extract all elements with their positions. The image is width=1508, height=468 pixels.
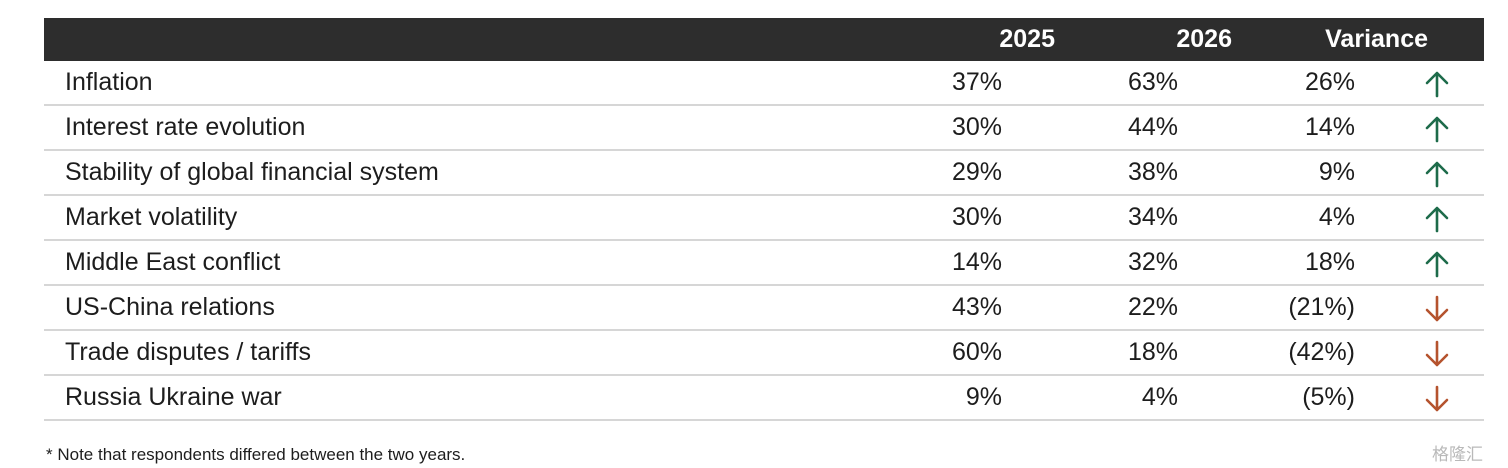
value-2026: 18%: [1127, 338, 1178, 366]
value-variance: 18%: [1304, 248, 1355, 276]
row-label: Trade disputes / tariffs: [65, 338, 311, 366]
arrow-down-icon: [1425, 340, 1449, 367]
value-2026: 38%: [1127, 158, 1178, 186]
value-2025: 60%: [951, 338, 1002, 366]
row-label: Russia Ukraine war: [65, 383, 282, 411]
footnote: * Note that respondents differed between…: [46, 445, 466, 464]
value-2025: 37%: [951, 68, 1002, 96]
value-variance: 26%: [1304, 68, 1355, 96]
value-variance: (5%): [1302, 383, 1355, 411]
arrow-up-icon: [1425, 206, 1449, 233]
table-row: Middle East conflict 14% 32% 18%: [44, 241, 1484, 286]
value-2025: 30%: [951, 113, 1002, 141]
value-2026: 44%: [1127, 113, 1178, 141]
table-row: Inflation 37% 63% 26%: [44, 61, 1484, 106]
row-label: Interest rate evolution: [65, 113, 306, 141]
table-row: Market volatility 30% 34% 4%: [44, 196, 1484, 241]
value-variance: (21%): [1288, 293, 1355, 321]
value-2025: 43%: [951, 293, 1002, 321]
value-variance: 14%: [1304, 113, 1355, 141]
arrow-up-icon: [1425, 251, 1449, 278]
value-2025: 30%: [951, 203, 1002, 231]
row-label: Stability of global financial system: [65, 158, 439, 186]
arrow-down-icon: [1425, 385, 1449, 412]
row-label: Middle East conflict: [65, 248, 281, 276]
table-row: US-China relations 43% 22% (21%): [44, 286, 1484, 331]
value-variance: (42%): [1288, 338, 1355, 366]
table-row: Stability of global financial system 29% 3…: [44, 151, 1484, 196]
row-label: Inflation: [65, 68, 153, 96]
value-2025: 29%: [951, 158, 1002, 186]
value-2026: 34%: [1127, 203, 1178, 231]
value-2026: 32%: [1127, 248, 1178, 276]
row-label: US-China relations: [65, 293, 275, 321]
arrow-up-icon: [1425, 71, 1449, 98]
value-2026: 63%: [1127, 68, 1178, 96]
value-variance: 9%: [1318, 158, 1355, 186]
header-2025: 2025: [999, 25, 1055, 53]
arrow-up-icon: [1425, 116, 1449, 143]
arrow-up-icon: [1425, 161, 1449, 188]
header-variance: Variance: [1325, 25, 1428, 53]
watermark-logo: 格隆汇: [1432, 445, 1483, 464]
table-header: 2025 2026 Variance: [44, 18, 1484, 61]
value-2025: 14%: [951, 248, 1002, 276]
value-2025: 9%: [965, 383, 1002, 411]
arrow-down-icon: [1425, 295, 1449, 322]
table-row: Russia Ukraine war 9% 4% (5%): [44, 376, 1484, 421]
row-label: Market volatility: [65, 203, 238, 231]
value-variance: 4%: [1318, 203, 1355, 231]
table-row: Trade disputes / tariffs 60% 18% (42%): [44, 331, 1484, 376]
table-row: Interest rate evolution 30% 44% 14%: [44, 106, 1484, 151]
value-2026: 22%: [1127, 293, 1178, 321]
header-2026: 2026: [1176, 25, 1232, 53]
value-2026: 4%: [1141, 383, 1178, 411]
